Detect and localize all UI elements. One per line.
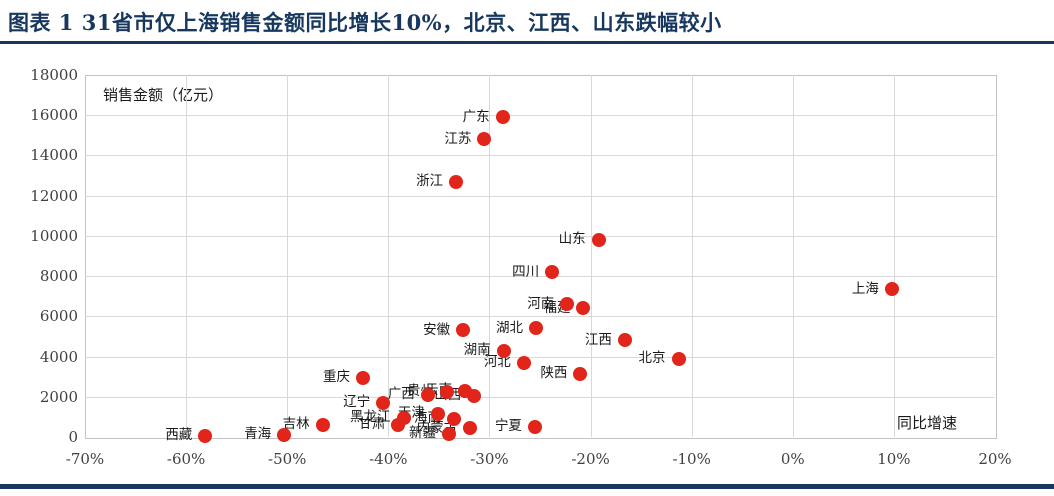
gridline-horizontal: [85, 276, 995, 278]
data-point: [496, 343, 511, 358]
gridline-vertical: [792, 75, 794, 437]
y-axis-tick-label: 6000: [39, 307, 78, 326]
data-point: [516, 355, 531, 370]
y-axis-title: 销售金额（亿元）: [103, 86, 224, 104]
data-point: [884, 282, 899, 297]
data-point-label: 江西: [584, 331, 612, 348]
data-point-label: 青海: [244, 426, 272, 443]
data-point-label: 北京: [638, 350, 666, 367]
footer-rule: [0, 484, 1054, 489]
x-axis-title: 同比增速: [897, 414, 958, 432]
data-point: [591, 232, 606, 247]
x-axis-tick-label: -20%: [571, 450, 610, 468]
gridline-horizontal: [85, 356, 995, 358]
gridline-vertical: [691, 75, 693, 437]
gridline-vertical: [489, 75, 491, 437]
data-point-label: 湖北: [495, 319, 523, 336]
data-point: [277, 427, 292, 442]
x-axis-tick-label: -10%: [672, 450, 711, 468]
gridline-horizontal: [85, 235, 995, 237]
data-point-label: 湖南: [463, 342, 491, 359]
gridline-vertical: [893, 75, 895, 437]
x-axis-tick-label: -50%: [268, 450, 307, 468]
data-point-label: 辽宁: [343, 394, 371, 411]
data-point: [527, 419, 542, 434]
y-axis-tick-label: 18000: [30, 66, 78, 84]
data-point-label: 重庆: [323, 369, 351, 386]
x-axis-tick-label: 0%: [780, 450, 805, 468]
gridline-horizontal: [85, 396, 995, 398]
data-point-label: 河南: [527, 295, 555, 312]
y-axis-tick-label: 10000: [30, 226, 78, 245]
y-axis-tick-label: 8000: [39, 267, 78, 286]
data-point: [439, 384, 454, 399]
y-axis-tick-label: 0: [68, 428, 78, 446]
data-point-label: 广西: [387, 386, 415, 403]
gridline-horizontal: [85, 316, 995, 318]
data-point: [198, 428, 213, 443]
x-axis-tick-label: -30%: [470, 450, 509, 468]
x-axis-tick-label: 20%: [978, 450, 1012, 468]
scatter-chart: 销售金额（亿元） 同比增速 0 2000 4000 6000 8000 10000 1200…: [0, 46, 1054, 484]
data-point-label: 江苏: [444, 130, 472, 147]
gridline-horizontal: [85, 115, 995, 117]
data-point: [671, 351, 686, 366]
data-point: [617, 333, 632, 348]
gridline-horizontal: [85, 195, 995, 197]
data-point-label: 黑龙江: [350, 409, 391, 426]
data-point: [477, 132, 492, 147]
data-point: [442, 426, 456, 441]
gridline-vertical: [590, 75, 592, 437]
gridline-vertical: [186, 75, 188, 437]
data-point: [430, 406, 445, 421]
data-point-label: 西藏: [165, 427, 193, 444]
data-point: [560, 297, 575, 312]
gridline-vertical: [287, 75, 289, 437]
title-underline: [0, 41, 1054, 44]
y-axis-tick-label: 4000: [39, 347, 78, 366]
data-point: [576, 301, 591, 316]
data-point-label: 宁夏: [494, 418, 522, 435]
gridline-vertical: [388, 75, 390, 437]
x-axis-tick-label: -60%: [166, 450, 206, 468]
x-axis-tick-label: -40%: [369, 450, 408, 468]
data-point: [356, 370, 371, 385]
data-point: [495, 110, 510, 125]
data-point-label: 浙江: [416, 173, 444, 190]
data-point: [420, 387, 435, 402]
y-axis-tick-label: 16000: [30, 106, 78, 125]
data-point: [573, 366, 588, 381]
data-point-label: 广东: [462, 108, 490, 125]
chart-title: 图表 1 31省市仅上海销售金额同比增长10%，北京、江西、山东跌幅较小: [8, 10, 722, 35]
data-point: [545, 265, 560, 280]
data-point-label: 河北: [483, 354, 511, 371]
data-point: [391, 417, 406, 432]
data-point-label: 甘肃: [358, 416, 386, 433]
gridline-horizontal: [85, 155, 995, 157]
data-point: [467, 388, 482, 403]
data-point-label: 四川: [512, 263, 540, 280]
data-point: [376, 395, 391, 410]
data-point: [447, 411, 462, 426]
y-axis-tick-label: 12000: [30, 186, 78, 205]
data-point-label: 新疆: [409, 425, 436, 442]
data-point-label: 吉林: [282, 416, 310, 433]
data-point-label: 陕西: [540, 365, 568, 382]
y-axis-tick-label: 14000: [30, 146, 78, 165]
data-point: [463, 421, 478, 436]
data-point: [449, 174, 464, 189]
data-point-label: 上海: [851, 280, 879, 297]
data-point: [315, 417, 330, 432]
plot-frame: [85, 75, 997, 439]
data-point: [456, 323, 471, 338]
data-point-label: 安徽: [423, 321, 451, 338]
x-axis-tick-label: 10%: [877, 450, 911, 468]
y-axis-tick-label: 2000: [39, 387, 78, 406]
data-point-label: 山东: [558, 231, 586, 248]
data-point: [528, 321, 543, 336]
x-axis-tick-label: -70%: [65, 450, 105, 468]
